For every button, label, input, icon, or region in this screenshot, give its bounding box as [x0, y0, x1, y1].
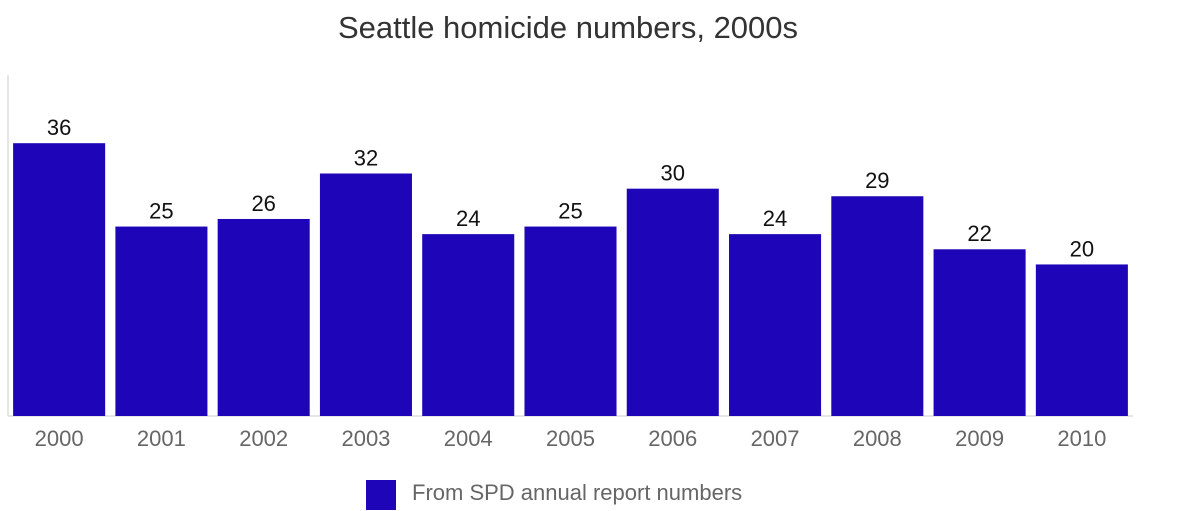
bar	[729, 234, 822, 416]
chart-title: Seattle homicide numbers, 2000s	[338, 10, 798, 45]
x-tick-label: 2002	[239, 426, 288, 451]
value-label: 24	[456, 206, 480, 231]
value-label: 32	[354, 145, 378, 170]
bar	[217, 218, 310, 416]
legend-label: From SPD annual report numbers	[412, 480, 742, 505]
bar	[933, 249, 1026, 416]
value-label: 30	[661, 160, 685, 185]
x-tick-label: 2009	[955, 426, 1004, 451]
x-tick-label: 2006	[648, 426, 697, 451]
value-label: 26	[251, 191, 275, 216]
value-label: 22	[967, 221, 991, 246]
x-tick-label: 2008	[853, 426, 902, 451]
legend-swatch	[366, 480, 396, 510]
value-label: 36	[47, 115, 71, 140]
bar	[524, 226, 617, 416]
value-label: 24	[763, 206, 787, 231]
x-tick-label: 2000	[35, 426, 84, 451]
x-tick-label: 2001	[137, 426, 186, 451]
value-label: 20	[1070, 236, 1094, 261]
bar	[831, 196, 924, 416]
bar	[319, 173, 412, 416]
bar	[626, 188, 719, 416]
value-label: 25	[149, 198, 173, 223]
bar	[115, 226, 208, 416]
x-tick-label: 2003	[341, 426, 390, 451]
x-tick-label: 2007	[751, 426, 800, 451]
x-tick-label: 2004	[444, 426, 493, 451]
value-label: 29	[865, 168, 889, 193]
bar	[1035, 264, 1128, 416]
bar	[13, 143, 106, 416]
bar	[422, 234, 515, 416]
value-label: 25	[558, 198, 582, 223]
x-tick-label: 2010	[1057, 426, 1106, 451]
x-tick-label: 2005	[546, 426, 595, 451]
